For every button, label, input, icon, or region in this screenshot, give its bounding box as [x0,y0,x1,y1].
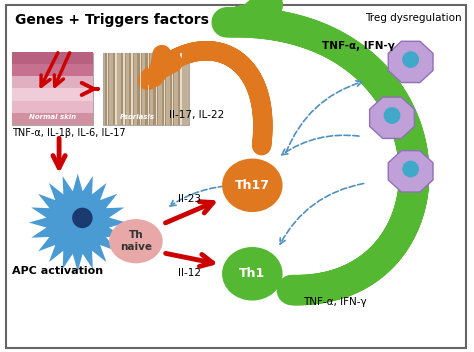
FancyBboxPatch shape [156,52,157,125]
FancyBboxPatch shape [172,52,173,125]
Circle shape [72,208,92,228]
FancyBboxPatch shape [115,52,117,125]
FancyBboxPatch shape [137,52,142,125]
Ellipse shape [222,247,283,301]
FancyBboxPatch shape [154,52,158,125]
FancyBboxPatch shape [11,76,93,88]
FancyBboxPatch shape [6,5,465,348]
Circle shape [402,51,419,68]
FancyBboxPatch shape [170,52,174,125]
Text: Psoriasis: Psoriasis [119,114,155,120]
FancyBboxPatch shape [11,113,93,125]
FancyBboxPatch shape [11,88,93,101]
FancyBboxPatch shape [103,52,190,125]
Text: Th1: Th1 [239,267,265,280]
Circle shape [402,161,419,177]
Polygon shape [388,151,433,192]
Ellipse shape [109,219,163,263]
Text: Treg dysregulation: Treg dysregulation [365,13,461,23]
FancyBboxPatch shape [148,52,149,125]
FancyBboxPatch shape [11,101,93,113]
Polygon shape [29,174,127,271]
Ellipse shape [222,158,283,212]
Text: Il-12: Il-12 [178,268,201,278]
FancyBboxPatch shape [178,52,182,125]
Polygon shape [370,97,414,138]
Text: TNF-α, IFN-γ: TNF-α, IFN-γ [303,297,367,307]
FancyBboxPatch shape [131,52,133,125]
FancyBboxPatch shape [139,52,141,125]
Text: Genes + Triggers factors: Genes + Triggers factors [15,13,209,27]
Text: APC activation: APC activation [11,265,103,276]
Circle shape [383,107,401,124]
FancyBboxPatch shape [11,52,93,125]
FancyBboxPatch shape [11,52,93,64]
FancyBboxPatch shape [123,52,125,125]
Text: Il-17, IL-22: Il-17, IL-22 [168,111,224,120]
Text: Il-23: Il-23 [178,194,201,204]
FancyBboxPatch shape [164,52,165,125]
FancyBboxPatch shape [121,52,126,125]
FancyBboxPatch shape [11,64,93,76]
FancyBboxPatch shape [146,52,150,125]
FancyBboxPatch shape [129,52,134,125]
FancyBboxPatch shape [107,52,109,125]
Text: TNF-α, IFN-γ: TNF-α, IFN-γ [322,40,395,51]
FancyBboxPatch shape [113,52,118,125]
Polygon shape [388,41,433,83]
FancyBboxPatch shape [162,52,166,125]
FancyBboxPatch shape [180,52,182,125]
Text: Normal skin: Normal skin [29,114,76,120]
FancyBboxPatch shape [105,52,109,125]
Text: TNF-α, IL-1β, IL-6, IL-17: TNF-α, IL-1β, IL-6, IL-17 [11,128,125,138]
Text: Th17: Th17 [235,179,270,192]
Text: Th
naive: Th naive [120,231,152,252]
